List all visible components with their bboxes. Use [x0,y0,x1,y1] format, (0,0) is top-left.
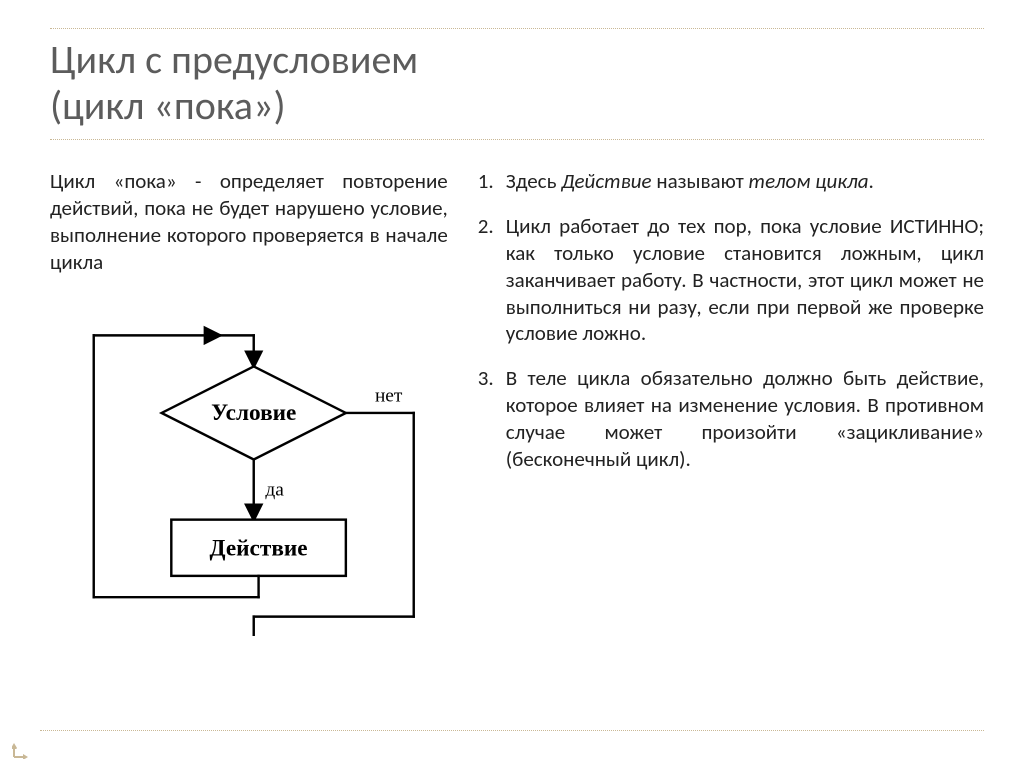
numbered-list: Здесь Действие называют телом цикла. Цик… [478,168,984,473]
list-item: В теле цикла обязательно должно быть дей… [478,365,984,473]
li3-text: В теле цикла обязательно должно быть дей… [506,365,984,472]
svg-text:нет: нет [375,385,403,406]
left-column: Цикл «пока» - определяет повторение дейс… [50,168,448,641]
list-item: Здесь Действие называют телом цикла. [478,168,984,195]
right-column: Здесь Действие называют телом цикла. Цик… [478,168,984,641]
li1-em2: телом цикла [749,168,869,194]
li1-pre: Здесь [506,168,561,194]
title-block: Цикл с предусловием (цикл «пока») [50,28,984,140]
li2-text: Цикл работает до тех пор, пока условие И… [506,213,984,347]
li1-post: . [869,168,874,194]
svg-text:да: да [265,479,284,500]
page-title: Цикл с предусловием (цикл «пока») [50,37,984,129]
slide: Цикл с предусловием (цикл «пока») Цикл «… [0,0,1024,767]
li1-em1: Действие [561,168,651,194]
svg-text:Условие: Условие [211,399,296,425]
title-line2: (цикл «пока») [50,81,286,130]
footer-rule [40,730,984,731]
definition-text: Цикл «пока» - определяет повторение дейс… [50,168,448,276]
flowchart-diagram: Условие нет да Действие [50,316,448,636]
svg-text:Действие: Действие [210,535,308,561]
li1-mid: называют [652,168,749,194]
content-columns: Цикл «пока» - определяет повторение дейс… [50,168,984,641]
title-line1: Цикл с предусловием [50,35,418,84]
corner-icon [12,739,32,759]
list-item: Цикл работает до тех пор, пока условие И… [478,213,984,347]
